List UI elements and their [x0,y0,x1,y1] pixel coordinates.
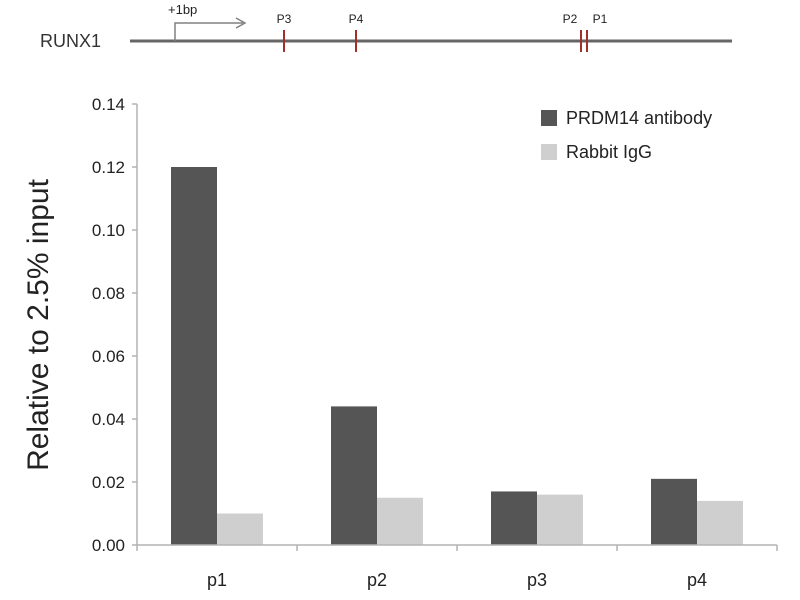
bar-p3-series-0 [491,491,537,545]
y-tick-label: 0.14 [92,95,125,114]
x-tick-label: p2 [367,570,387,590]
primer-label-p2: P2 [563,12,578,26]
y-axis-ticks: 0.00 0.02 0.04 0.06 0.08 0.10 0.12 0.14 [92,95,137,555]
y-tick-label: 0.04 [92,410,125,429]
x-tick-label: p1 [207,570,227,590]
tss-arrow-icon [174,22,243,41]
y-tick-label: 0.02 [92,473,125,492]
y-tick-label: 0.08 [92,284,125,303]
bar-p1-series-1 [217,513,263,545]
x-tick-label: p4 [687,570,707,590]
bar-p3-series-1 [537,494,583,545]
y-axis-label: Relative to 2.5% input [22,178,55,471]
x-tick-label: p3 [527,570,547,590]
y-tick-label: 0.12 [92,158,125,177]
y-tick-label: 0.10 [92,221,125,240]
bar-p2-series-1 [377,497,423,545]
primer-label-p4: P4 [349,12,364,26]
tss-label: +1bp [168,2,197,17]
bar-p2-series-0 [331,406,377,545]
legend-label-1: Rabbit IgG [566,142,652,162]
legend-swatch-1 [541,144,557,160]
gene-map: RUNX1 +1bp P3 P4 P2 P1 [40,2,732,52]
x-axis-labels: p1 p2 p3 p4 [136,545,778,590]
y-tick-label: 0.00 [92,536,125,555]
gene-label: RUNX1 [40,31,101,51]
legend-label-0: PRDM14 antibody [566,108,712,128]
bars [171,167,743,545]
bar-p4-series-0 [651,478,697,545]
legend: PRDM14 antibody Rabbit IgG [541,108,712,162]
primer-label-p3: P3 [277,12,292,26]
bar-p4-series-1 [697,500,743,545]
bar-p1-series-0 [171,167,217,545]
primer-label-p1: P1 [593,12,608,26]
legend-swatch-0 [541,110,557,126]
y-tick-label: 0.06 [92,347,125,366]
arrowhead-icon [235,17,247,29]
